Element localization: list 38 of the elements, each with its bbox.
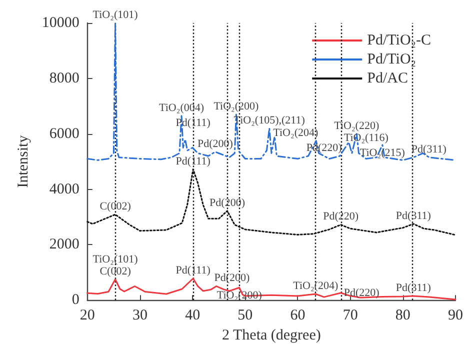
y-axis-title: Intensity [16, 134, 32, 188]
annotation: Pd(311) [396, 210, 432, 222]
annotation: Pd(311) [396, 282, 432, 294]
legend-label: Pd/TiO₂ [367, 52, 416, 68]
y-tick-label: 4000 [49, 181, 80, 198]
y-tick-label: 8000 [49, 70, 80, 86]
annotation: TiO₂(204) [273, 126, 318, 139]
annotation: TiO₂(204) [293, 280, 338, 292]
annotation: C(002) [100, 200, 132, 212]
annotation: Pd(111) [176, 155, 211, 168]
x-tick-label: 30 [132, 308, 148, 324]
y-tick-label: 6000 [49, 126, 80, 142]
annotation: Pd(200) [197, 138, 234, 150]
y-tick-label: 10000 [42, 15, 80, 31]
legend-label: Pd/TiO₂-C [367, 32, 431, 48]
annotation: Pd(200) [214, 272, 250, 284]
annotation: Pd(111) [176, 117, 211, 130]
x-tick-label: 80 [395, 308, 410, 324]
x-tick-label: 50 [238, 308, 253, 324]
annotation: Pd(220) [344, 286, 380, 299]
x-tick-label: 60 [290, 308, 306, 324]
annotation: TiO₂(004) [159, 102, 204, 114]
annotation: Pd(220) [323, 210, 359, 223]
y-tick-label: 2000 [49, 236, 80, 253]
annotation: TiO₂(101) C(002) [92, 253, 138, 278]
x-axis-title: 2 Theta (degree) [222, 328, 321, 344]
legend-label: Pd/AC [367, 70, 408, 86]
x-tick-label: 90 [448, 308, 463, 324]
y-tick-label: 0 [72, 292, 80, 308]
annotation: Pd(311) [411, 143, 447, 156]
x-tick-label: 20 [80, 308, 95, 324]
x-tick-label: 40 [185, 308, 200, 324]
annotation: TiO₂(101) [92, 9, 138, 21]
annotation: TiO₂(220) [334, 120, 380, 132]
annotation: Pd(111) [176, 264, 211, 276]
annotation: TiO₂(200) [214, 100, 260, 112]
annotation: Pd(200) [210, 196, 246, 209]
x-tick-label: 70 [342, 308, 358, 324]
